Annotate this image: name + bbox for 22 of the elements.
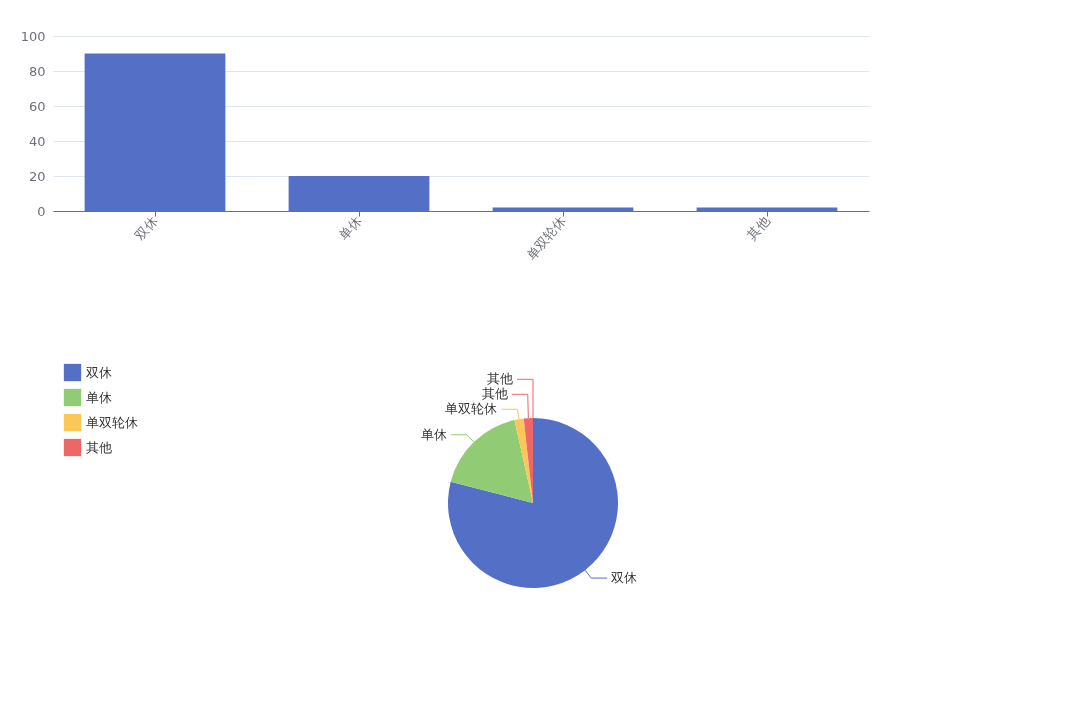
x-tick-label: 单休 bbox=[336, 213, 365, 243]
x-tick-label: 其他 bbox=[744, 213, 773, 243]
slice-label: 单休 bbox=[420, 426, 447, 442]
y-tick-label: 100 bbox=[20, 28, 46, 44]
slice-label: 其他 bbox=[481, 386, 508, 402]
slice-label: 双休 bbox=[611, 570, 638, 586]
y-tick-label: 80 bbox=[28, 63, 46, 79]
x-tick-label: 单双轮休 bbox=[523, 213, 569, 263]
slice-label: 单双轮休 bbox=[445, 401, 498, 417]
bar bbox=[288, 176, 430, 211]
legend-label: 双休 bbox=[86, 364, 112, 380]
y-tick-label: 60 bbox=[28, 98, 46, 114]
y-tick-label: 20 bbox=[28, 168, 46, 184]
x-tick-label: 双休 bbox=[132, 213, 161, 243]
legend-label: 单休 bbox=[86, 389, 112, 405]
slice-label: 其他 bbox=[487, 371, 513, 387]
legend-label: 其他 bbox=[86, 439, 112, 455]
bar bbox=[84, 53, 226, 211]
y-tick-label: 40 bbox=[28, 133, 46, 149]
y-tick-label: 0 bbox=[37, 203, 46, 219]
legend-label: 单双轮休 bbox=[86, 414, 138, 430]
pie-slice bbox=[450, 420, 533, 503]
